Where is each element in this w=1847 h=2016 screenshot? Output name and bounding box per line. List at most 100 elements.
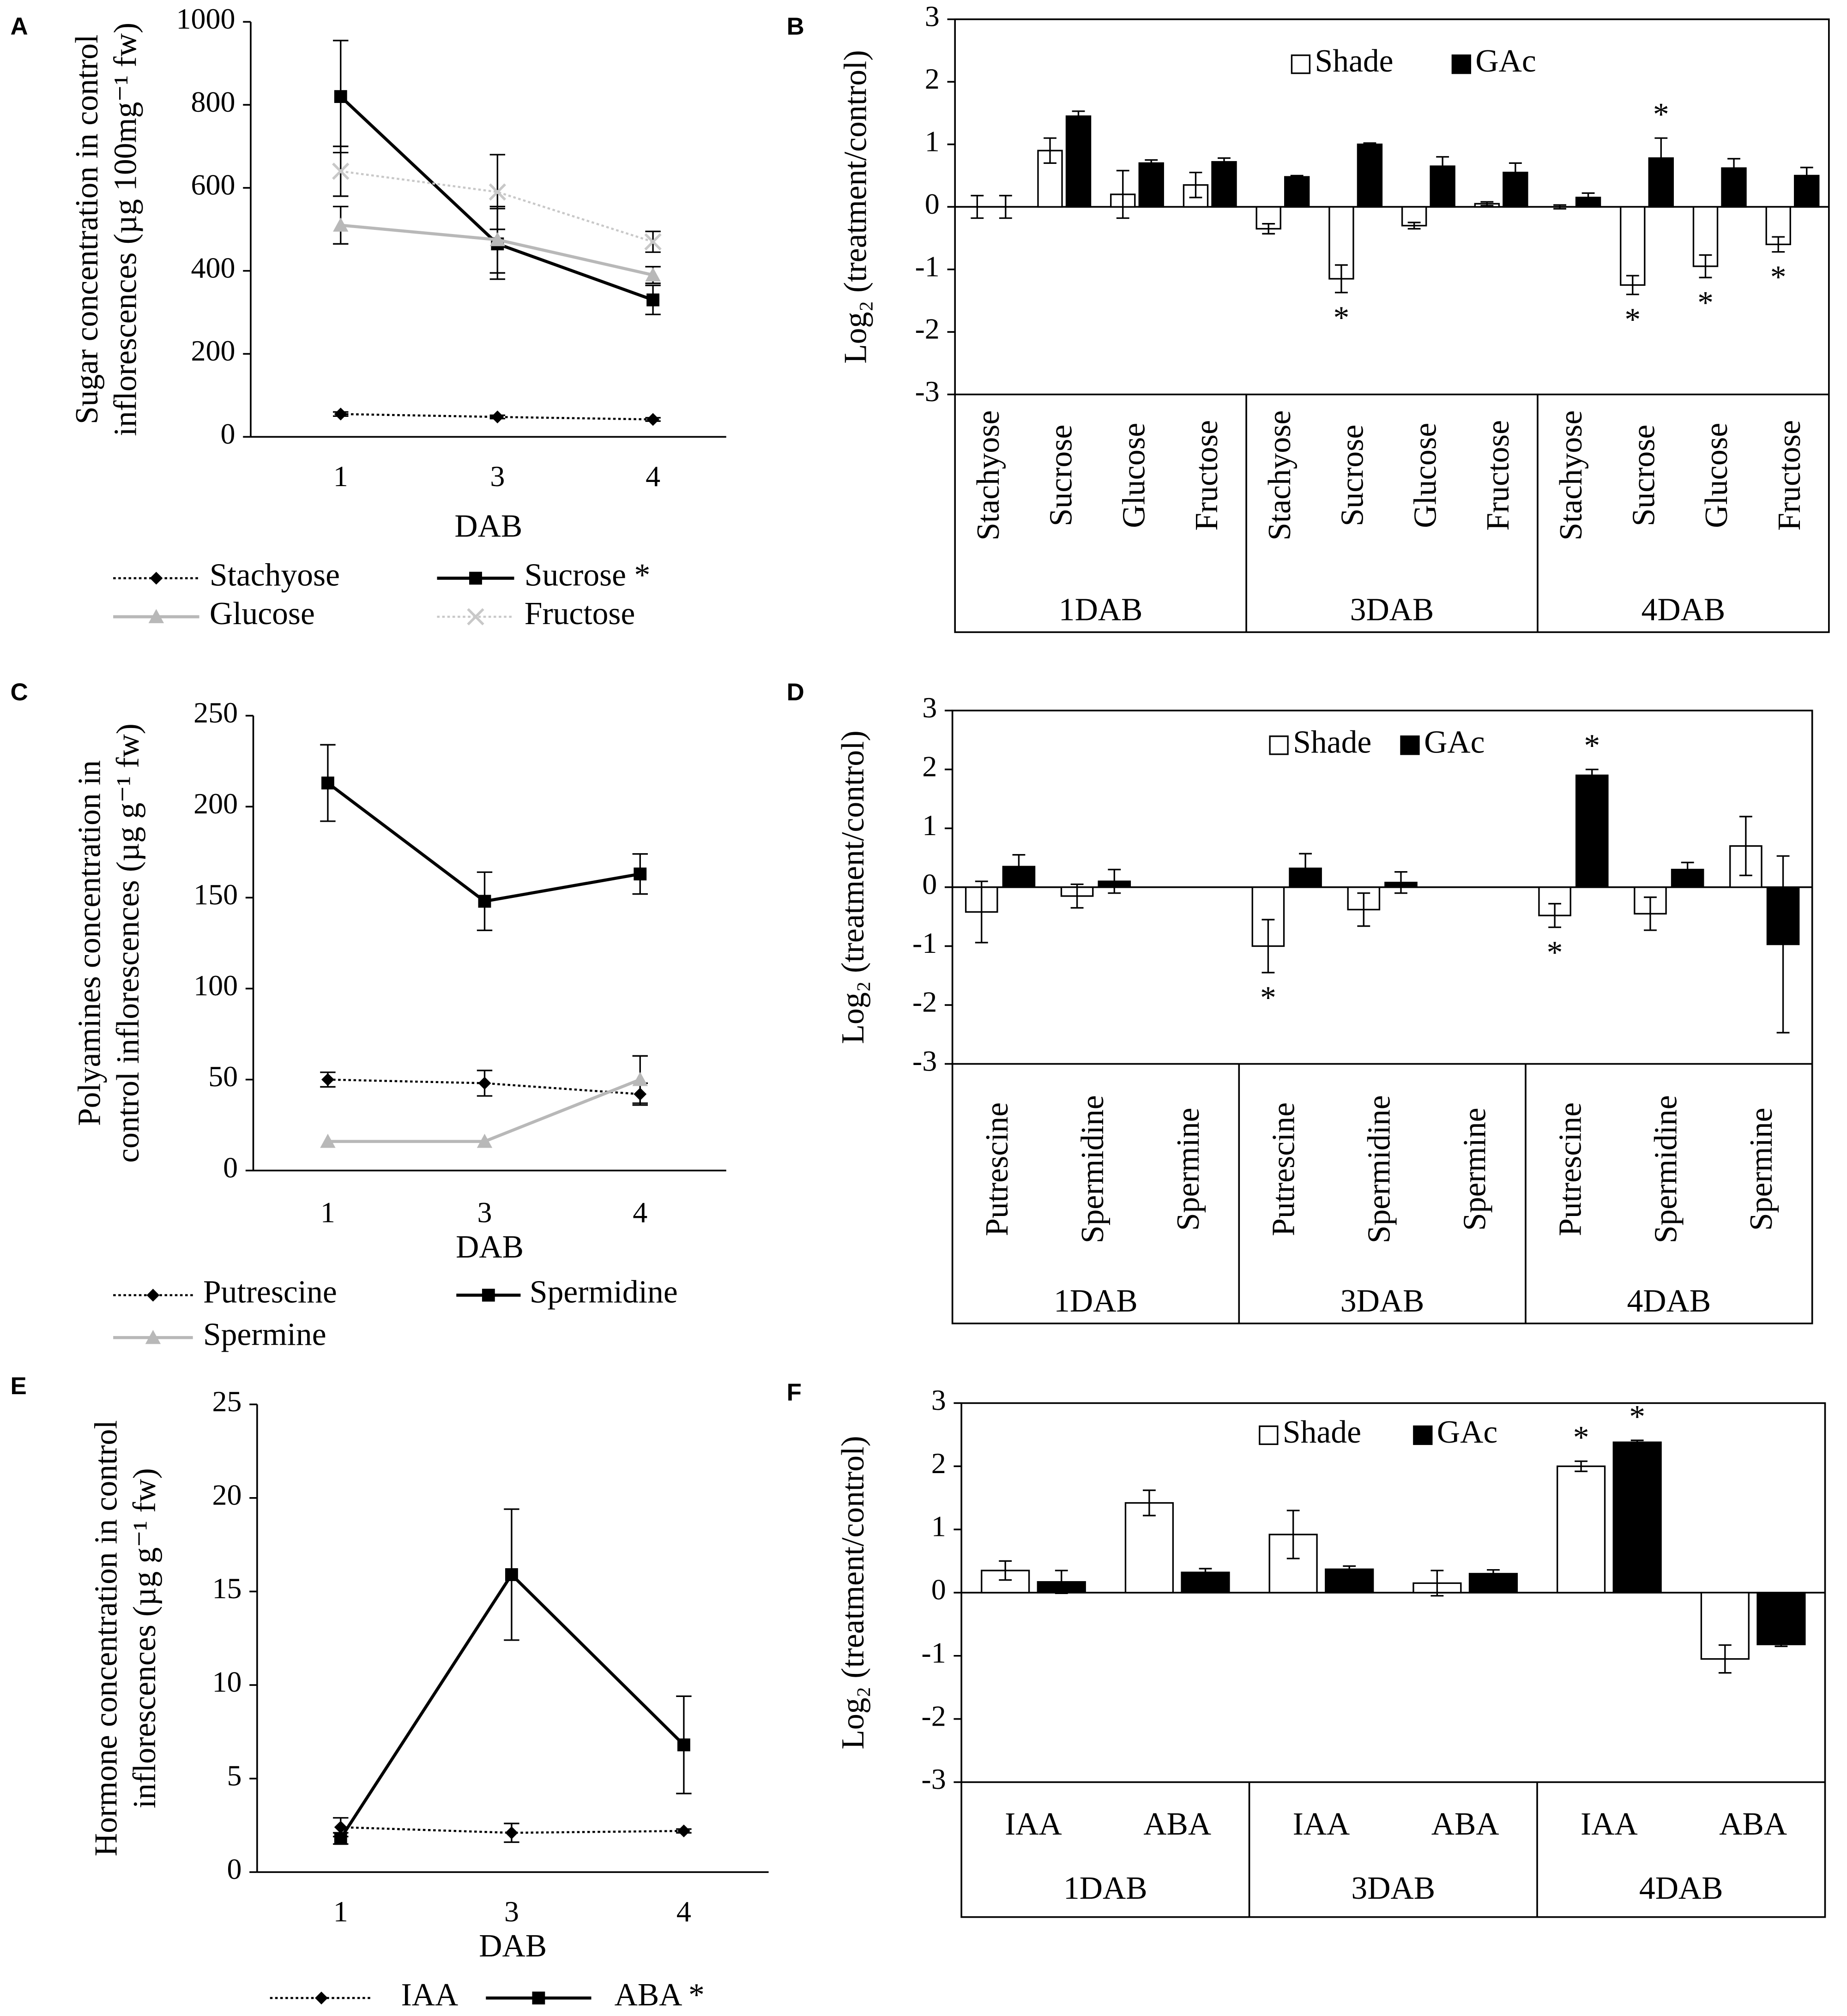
bar (1124, 1502, 1174, 1594)
y-tick-label: 3 (925, 0, 940, 32)
x-tick-label: Spermine (1457, 1107, 1492, 1231)
legend-marker (150, 572, 163, 585)
significance: * (1547, 935, 1563, 970)
x-tick-label: Sucrose (1044, 425, 1079, 526)
plot-frame (954, 18, 1830, 633)
error-bar (1343, 1565, 1356, 1573)
point (677, 1824, 690, 1838)
point (491, 410, 504, 424)
error-bar (1644, 896, 1657, 931)
bar (1138, 162, 1164, 208)
legend-label: Sucrose * (525, 557, 650, 593)
error-bar (1262, 919, 1275, 974)
y-tick-label: -3 (915, 375, 939, 408)
point (321, 776, 334, 790)
x-tick-label: Fructose (1772, 420, 1807, 531)
bar (1037, 150, 1063, 208)
y-tick-label: 150 (193, 878, 238, 911)
point (334, 407, 347, 421)
error-bar (1108, 868, 1121, 894)
x-tick-label: 3 (490, 460, 505, 493)
error-bar (1072, 110, 1085, 122)
y-tick-label: -1 (921, 1636, 946, 1669)
y-tick-label: -1 (915, 250, 939, 283)
legend-label: Spermidine (530, 1275, 678, 1310)
y-tick-label: -1 (912, 927, 937, 959)
point (334, 1832, 347, 1845)
y-tick-label: 20 (212, 1478, 241, 1511)
x-tick-label: Fructose (1189, 420, 1225, 531)
error-bar (1739, 816, 1752, 877)
legend-label: IAA (401, 1977, 459, 2013)
legend-label: ABA * (615, 1977, 705, 2013)
error-bar (1012, 854, 1026, 879)
bar (1065, 115, 1092, 208)
y-tick-label: 0 (227, 1853, 241, 1885)
legend-swatch (1259, 1425, 1279, 1445)
group-label: 4DAB (1627, 1283, 1711, 1319)
y-tick-label: 400 (191, 251, 235, 284)
error-bar (1630, 1439, 1644, 1445)
bar (1284, 176, 1310, 208)
error-bar (1044, 137, 1056, 164)
legend-marker (469, 572, 482, 585)
error-bar (1681, 861, 1694, 878)
legend-marker (148, 609, 164, 623)
legend-label: Spermine (203, 1317, 326, 1352)
y-tick-label: 5 (227, 1759, 241, 1792)
x-tick-label: Putrescine (979, 1102, 1015, 1236)
error-bar (1509, 162, 1522, 183)
legend-swatch (1451, 54, 1471, 74)
y-tick-label: -3 (921, 1763, 946, 1795)
y-tick-label: 0 (221, 417, 235, 450)
group-label: 1DAB (1054, 1283, 1138, 1319)
error-bar (1394, 871, 1407, 894)
error-bar (1772, 236, 1785, 253)
error-bar (1189, 171, 1202, 199)
error-bar (1142, 1489, 1156, 1517)
legend-marker (146, 1288, 160, 1302)
error-bar (1575, 1460, 1588, 1472)
group-label: 3DAB (1350, 592, 1434, 628)
point (489, 183, 507, 201)
x-tick-label: ABA (1143, 1806, 1211, 1842)
x-tick-label: 1 (320, 1196, 335, 1229)
y-axis-label: Hormone concentration in control (89, 1420, 124, 1856)
x-tick-label: IAA (1581, 1806, 1638, 1842)
x-tick-label: Spermine (1744, 1107, 1779, 1231)
point (505, 1568, 518, 1581)
error-bar (1363, 142, 1376, 147)
y-tick-label: 2 (931, 1447, 946, 1480)
bar (1756, 1592, 1806, 1645)
error-bar (1626, 275, 1639, 295)
plot-frame (960, 1402, 1826, 1918)
legend-label: Shade (1315, 43, 1394, 79)
y-tick-label: 100 (193, 969, 238, 1002)
error-bar (1800, 167, 1813, 185)
panel-label: E (10, 1372, 26, 1400)
bar (1357, 143, 1383, 208)
y-tick-label: 10 (212, 1666, 241, 1698)
error-bar (1654, 137, 1668, 179)
y-tick-label: 50 (208, 1060, 238, 1093)
error-bar (999, 1560, 1012, 1581)
x-tick-label: 1 (333, 460, 348, 493)
legend-marker (145, 1330, 161, 1344)
bar (1181, 1571, 1230, 1594)
panel-label: A (10, 13, 28, 40)
x-tick-label: Sucrose (1335, 425, 1370, 526)
series-line (340, 413, 653, 421)
error-bar (1585, 769, 1599, 782)
x-tick-label: 3 (504, 1895, 519, 1928)
y-tick-label: 3 (931, 1384, 946, 1416)
significance: * (1624, 302, 1641, 337)
error-bar (1334, 264, 1348, 294)
x-tick-label: Glucose (1699, 423, 1734, 528)
group-label: 3DAB (1340, 1283, 1424, 1319)
bar (1575, 774, 1609, 888)
y-tick-label: 1 (925, 125, 940, 157)
significance: * (1260, 980, 1276, 1016)
y-axis-label: Polyamines concentration in (72, 760, 108, 1126)
y-tick-label: 600 (191, 169, 235, 201)
x-tick-label: Glucose (1116, 423, 1152, 528)
